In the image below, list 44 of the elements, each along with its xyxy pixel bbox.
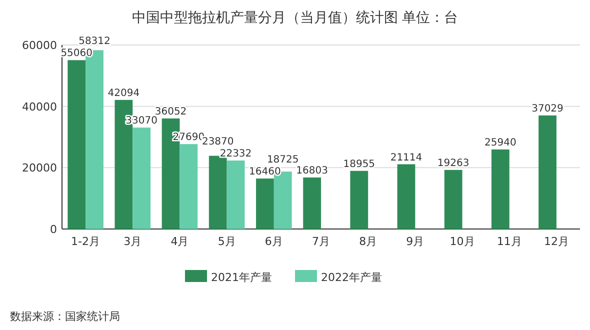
legend-label: 2021年产量 [211,271,272,284]
x-tick-label: 7月 [312,235,330,248]
bar [397,164,416,229]
data-label: 16460 [249,166,281,178]
y-tick-label: 20000 [22,162,57,175]
y-tick-label: 60000 [22,39,57,52]
data-label: 42094 [108,88,140,99]
data-label: 25940 [484,137,516,148]
data-label: 19263 [437,158,470,169]
data-label: 21114 [390,152,422,164]
bar [538,115,556,229]
bar [256,178,274,229]
bar [208,156,227,229]
data-label: 16803 [296,165,328,176]
x-tick-label: 12月 [544,235,569,248]
data-label: 37029 [532,103,564,114]
x-tick-label: 8月 [359,235,378,248]
y-tick-label: 40000 [22,100,57,114]
data-label: 58312 [78,36,110,48]
x-tick-label: 11月 [496,235,522,248]
bar [180,144,198,229]
x-tick-label: 3月 [124,235,142,248]
source-note: 数据来源：国家统计局 [10,310,120,323]
y-tick-label: 0 [50,223,57,236]
x-tick-label: 10月 [450,235,475,248]
bar [491,149,510,229]
x-tick-label: 9月 [406,235,424,248]
data-label: 18955 [343,158,376,170]
x-tick-label: 4月 [170,235,189,248]
bar [226,160,245,229]
data-label: 36052 [154,106,187,118]
bar [132,128,151,229]
x-tick-label: 6月 [264,235,283,248]
bar [303,177,321,229]
data-label: 23870 [202,136,234,148]
x-tick-label: 5月 [218,235,236,248]
bar [350,170,368,229]
bar [444,170,462,229]
chart-title: 中国中型拖拉机产量分月（当月值）统计图 单位：台 [132,10,458,26]
bar [68,60,86,229]
data-label: 18725 [266,154,299,166]
x-tick-label: 1-2月 [71,235,100,248]
legend-label: 2022年产量 [321,271,382,284]
data-label: 22332 [220,148,252,160]
